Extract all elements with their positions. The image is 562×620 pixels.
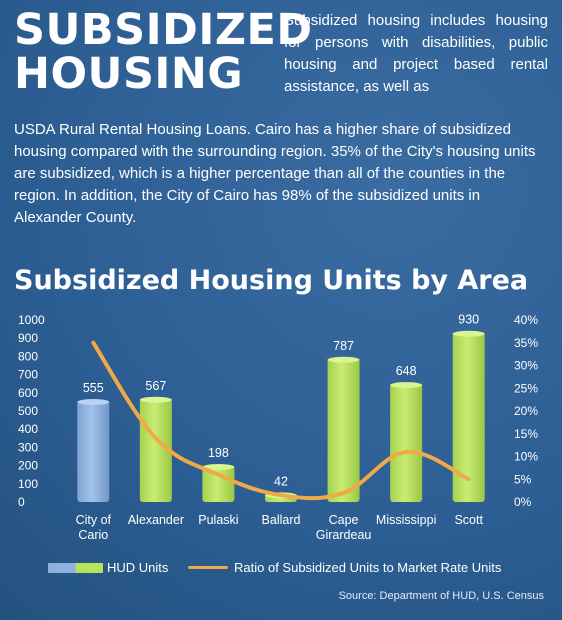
y-left-tick-label: 1000 — [18, 313, 45, 327]
legend-swatch-bars — [48, 562, 103, 573]
intro-paragraph-continuation: USDA Rural Rental Housing Loans. Cairo h… — [14, 121, 536, 226]
ratio-point-6 — [468, 478, 470, 480]
chart-legend: HUD Units Ratio of Subsidized Units to M… — [48, 560, 548, 582]
section-heading-line-1: SUBSIDIZED — [14, 5, 313, 55]
x-tick-label: Cape — [329, 513, 359, 527]
y-right-tick-label: 20% — [514, 404, 538, 418]
y-right-tick-label: 10% — [514, 450, 538, 464]
bar-value-label: 42 — [274, 474, 288, 488]
legend-label-ratio: Ratio of Subsidized Units to Market Rate… — [234, 560, 502, 575]
source-note: Source: Department of HUD, U.S. Census — [338, 590, 544, 602]
x-tick-label: Pulaski — [198, 513, 238, 527]
ratio-point-0 — [92, 342, 94, 344]
y-left-tick-label: 600 — [18, 386, 38, 400]
y-left-tick-label: 100 — [18, 477, 38, 491]
x-tick-label: Cario — [78, 528, 108, 542]
bar-value-label: 930 — [458, 313, 479, 327]
y-left-tick-label: 0 — [18, 495, 25, 509]
y-right-tick-label: 15% — [514, 427, 538, 441]
bar-cap-5 — [390, 382, 423, 389]
bar-value-label: 787 — [333, 339, 354, 353]
bar-6 — [452, 332, 485, 502]
chart-title: Subsidized Housing Units by Area — [14, 265, 529, 296]
section-heading-line-2: HOUSING — [14, 49, 244, 99]
y-right-tick-label: 0% — [514, 495, 532, 509]
bar-cap-6 — [452, 330, 485, 337]
y-right-tick-label: 30% — [514, 359, 538, 373]
y-right-tick-label: 25% — [514, 381, 538, 395]
x-tick-label: City of — [76, 513, 112, 527]
bar-2 — [202, 465, 235, 502]
ratio-point-3 — [280, 494, 282, 496]
bar-value-label: 648 — [396, 364, 417, 378]
legend-label-hud-units: HUD Units — [107, 560, 169, 575]
y-right-tick-label: 35% — [514, 336, 538, 350]
bar-value-label: 198 — [208, 446, 229, 460]
ratio-point-1 — [155, 437, 157, 439]
intro-paragraph-right: Subsidized housing includes housing for … — [284, 12, 548, 95]
y-left-tick-label: 300 — [18, 440, 38, 454]
bar-1 — [139, 398, 172, 502]
x-tick-label: Alexander — [128, 513, 184, 527]
ratio-point-4 — [343, 492, 345, 494]
x-tick-label: Mississippi — [376, 513, 436, 527]
bar-5 — [390, 384, 423, 502]
ratio-point-5 — [405, 451, 407, 453]
y-right-tick-label: 40% — [514, 313, 538, 327]
bar-cap-2 — [202, 463, 235, 470]
y-left-tick-label: 500 — [18, 404, 38, 418]
y-right-tick-label: 5% — [514, 472, 532, 486]
legend-item-ratio: Ratio of Subsidized Units to Market Rate… — [188, 560, 501, 575]
bar-4 — [327, 358, 360, 502]
bar-0 — [77, 400, 110, 502]
legend-swatch-line — [188, 566, 228, 569]
ratio-point-2 — [217, 474, 219, 476]
y-left-tick-label: 800 — [18, 349, 38, 363]
y-left-tick-label: 200 — [18, 459, 38, 473]
bar-cap-0 — [77, 398, 110, 405]
bar-cap-1 — [139, 396, 172, 403]
y-left-tick-label: 900 — [18, 331, 38, 345]
y-left-tick-label: 700 — [18, 368, 38, 382]
x-tick-label: Girardeau — [316, 528, 372, 542]
bar-value-label: 555 — [83, 381, 104, 395]
bar-cap-4 — [327, 356, 360, 363]
x-tick-label: Ballard — [262, 513, 301, 527]
y-left-tick-label: 400 — [18, 422, 38, 436]
section-heading: SUBSIDIZED HOUSING — [14, 5, 313, 99]
bar-value-label: 567 — [145, 379, 166, 393]
chart: 0 100 200 300 400 500 600 700 800 900 1000 0% 5% 10% 1… — [18, 313, 538, 542]
x-tick-label: Scott — [454, 513, 483, 527]
legend-item-hud-units: HUD Units — [48, 560, 168, 575]
